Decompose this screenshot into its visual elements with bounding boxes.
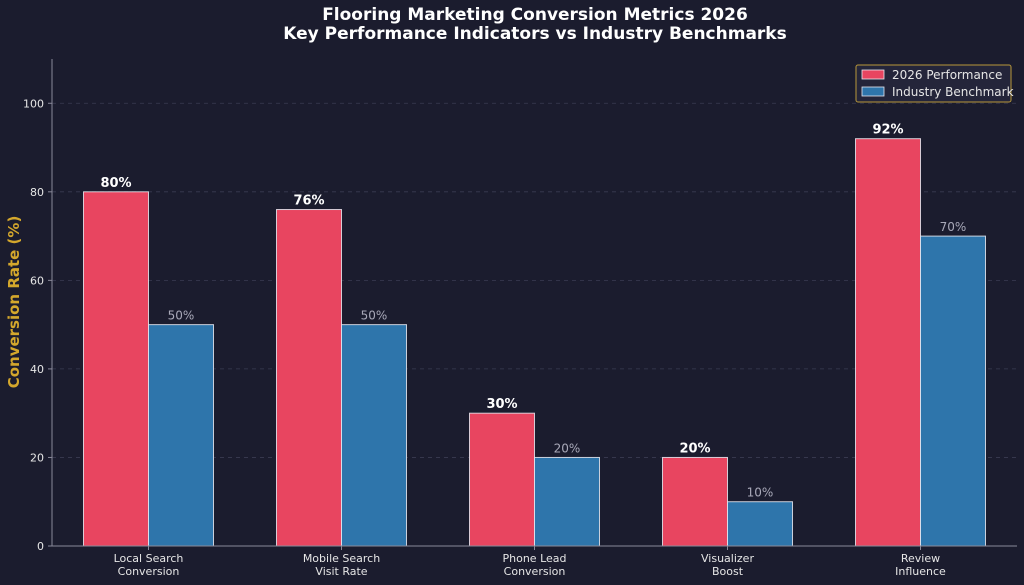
x-tick-label: Conversion (118, 565, 180, 578)
data-label-performance: 76% (293, 194, 324, 209)
legend-swatch-benchmark (861, 86, 885, 97)
x-tick-label: Visualizer (701, 552, 754, 565)
bar-benchmark (534, 456, 600, 547)
x-tick-label: Review (901, 552, 940, 565)
x-tick-label: Local Search (114, 552, 184, 565)
y-tick-label: 0 (37, 540, 44, 553)
bar-performance (83, 191, 149, 547)
data-label-performance: 20% (679, 441, 710, 456)
data-label-benchmark: 70% (940, 220, 967, 234)
bar-benchmark (148, 324, 214, 547)
x-tick-label: Conversion (504, 565, 566, 578)
data-label-benchmark: 50% (168, 309, 195, 323)
legend-box (855, 64, 1012, 103)
x-tick-label: Boost (712, 565, 744, 578)
legend: 2026 Performance Industry Benchmark (855, 64, 1014, 103)
x-tick-label: Influence (895, 565, 946, 578)
x-tick-label: Visit Rate (315, 565, 367, 578)
bar-benchmark (341, 324, 407, 547)
legend-label-performance: 2026 Performance (892, 68, 1002, 82)
chart-title-line-2: Key Performance Indicators vs Industry B… (283, 24, 786, 44)
data-label-performance: 30% (486, 397, 517, 412)
legend-swatch-performance (861, 69, 885, 80)
data-label-performance: 92% (872, 123, 903, 138)
legend-label-benchmark: Industry Benchmark (892, 85, 1014, 99)
data-label-benchmark: 20% (554, 441, 581, 455)
bar-benchmark (920, 235, 986, 547)
x-tick-label: Phone Lead (503, 552, 567, 565)
y-tick-label: 60 (30, 274, 44, 287)
chart-title-line-1: Flooring Marketing Conversion Metrics 20… (322, 5, 748, 25)
data-label-benchmark: 50% (361, 309, 388, 323)
data-label-performance: 80% (100, 176, 131, 191)
y-tick-label: 100 (23, 97, 44, 110)
y-tick-label: 40 (30, 363, 44, 376)
y-tick-label: 20 (30, 451, 44, 464)
bars: 80% 50% 76% 50% 30% 20% 20% 10% 92% 70% (83, 123, 986, 547)
y-tick-label: 80 (30, 186, 44, 199)
bar-performance (855, 138, 921, 547)
x-tick-label: Mobile Search (303, 552, 380, 565)
data-label-benchmark: 10% (747, 486, 774, 500)
bar-benchmark (727, 501, 793, 547)
bar-performance (662, 456, 728, 547)
bar-performance (469, 412, 535, 547)
y-axis-label: Conversion Rate (%) (5, 216, 23, 389)
bar-performance (276, 209, 342, 547)
